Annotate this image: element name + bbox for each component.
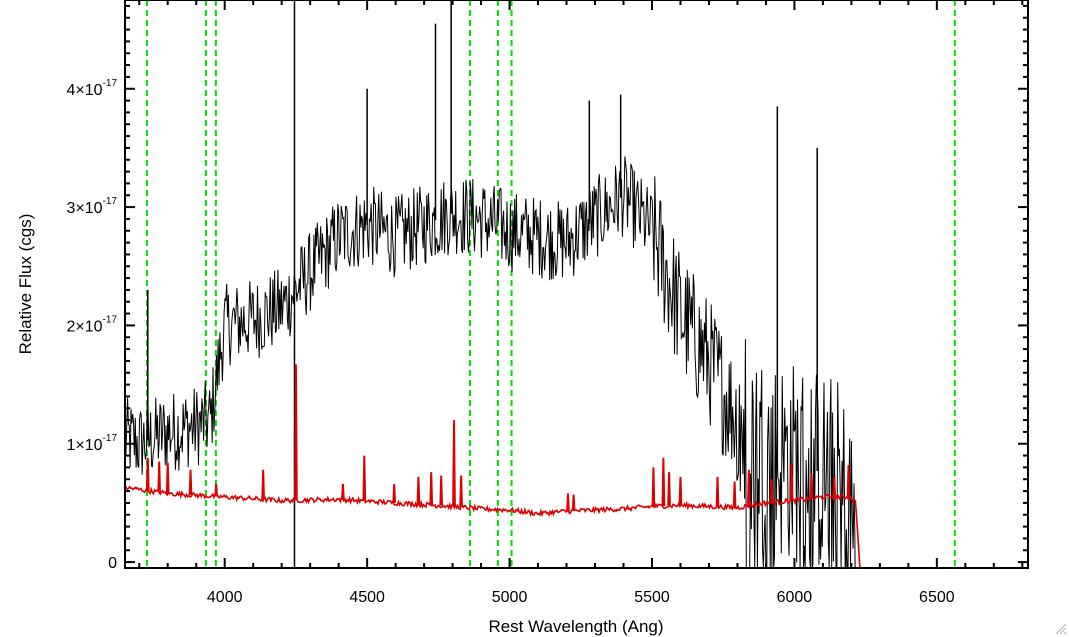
error-spectrum-spike <box>789 463 794 501</box>
error-spectrum-spike <box>746 469 751 506</box>
y-tick-labels: 0 1×10-17 2×10-17 3×10-17 4×10-17 <box>67 78 118 572</box>
error-spectrum-line <box>125 485 1028 568</box>
error-spectrum-spike <box>809 473 814 499</box>
error-spectrum-spike <box>732 481 737 508</box>
error-spectrum-spike <box>651 467 656 507</box>
error-spectrum-spike <box>392 483 397 503</box>
error-spectrum-spike <box>362 455 367 501</box>
error-spectrum-spike <box>661 457 666 507</box>
x-axis-label: Rest Wavelength (Ang) <box>488 617 663 636</box>
error-spectrum-spike <box>459 475 463 508</box>
error-spectrum-spike <box>832 476 837 498</box>
y-tick-label: 4×10-17 <box>67 78 118 99</box>
reference-lines <box>145 0 956 568</box>
plot-frame <box>124 0 1029 569</box>
error-spectrum-spike <box>439 475 444 506</box>
y-tick-label: 3×10-17 <box>67 196 118 217</box>
y-tick-label: 2×10-17 <box>67 314 118 335</box>
x-tick-labels: 4000 4500 5000 5500 6000 6500 <box>207 589 955 606</box>
axis-ticks <box>125 0 1028 568</box>
observed-spectrum-series <box>125 0 856 568</box>
x-tick-label: 5000 <box>492 589 528 606</box>
error-spectrum-spike <box>678 476 683 506</box>
error-spectrum-spike <box>846 465 851 498</box>
error-spectrum-spike <box>452 420 456 507</box>
x-tick-label: 5500 <box>634 589 670 606</box>
x-tick-label: 6000 <box>777 589 813 606</box>
error-spectrum-spike <box>165 462 170 494</box>
resize-grip-icon[interactable] <box>1053 621 1067 635</box>
error-spectrum-spike <box>769 479 774 503</box>
error-spectrum-spike <box>145 457 150 491</box>
error-spectrum-spike <box>667 472 671 506</box>
error-spectrum-spike <box>261 469 266 500</box>
error-spectrum-spike <box>571 494 576 511</box>
y-tick-label: 1×10-17 <box>67 433 118 454</box>
error-spectrum-spike <box>188 469 193 495</box>
error-spectrum-spike <box>429 472 434 506</box>
error-spectrum-spike <box>566 493 570 512</box>
error-spectrum-spike <box>416 476 421 505</box>
x-tick-label: 4500 <box>349 589 385 606</box>
error-spectrum-spike <box>294 364 298 501</box>
error-spectrum-spike <box>715 476 720 507</box>
error-spectrum-spike <box>157 461 162 493</box>
error-spectrum-series <box>125 364 1028 568</box>
error-spectrum-spike <box>214 483 219 497</box>
observed-spectrum-line <box>125 156 856 568</box>
x-tick-label: 4000 <box>207 589 243 606</box>
error-spectrum-spike <box>341 483 345 500</box>
x-tick-label: 6500 <box>919 589 955 606</box>
y-tick-label: 0 <box>108 555 117 572</box>
y-axis-label: Relative Flux (cgs) <box>16 214 35 355</box>
